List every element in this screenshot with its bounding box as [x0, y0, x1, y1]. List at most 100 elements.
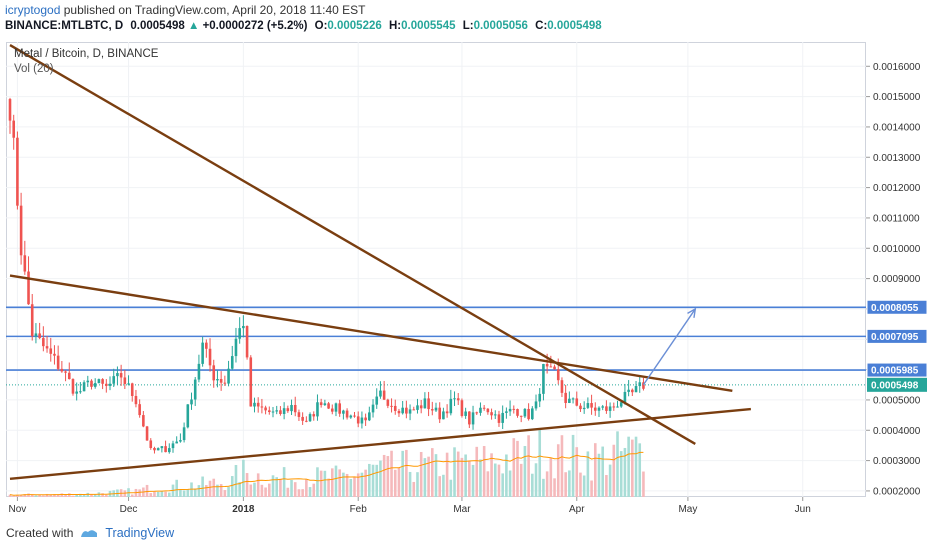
- volume-bar: [342, 472, 345, 497]
- candle-body: [97, 379, 101, 384]
- candle-body: [471, 412, 475, 425]
- trendline-downtrend-upper[interactable]: [9, 274, 733, 393]
- candle-body: [208, 348, 212, 366]
- candle-body: [353, 415, 356, 417]
- candle-body: [82, 382, 86, 392]
- volume-bar: [471, 464, 475, 497]
- candle-body: [497, 414, 501, 423]
- candle-body: [449, 398, 453, 414]
- volume-bar: [27, 493, 30, 497]
- volume-bar: [612, 444, 616, 497]
- volume-bar: [301, 489, 304, 497]
- volume-bar: [90, 494, 93, 497]
- volume-bar: [582, 475, 586, 497]
- volume-bar: [453, 447, 456, 497]
- candle-body: [631, 389, 634, 393]
- candle-body: [445, 411, 449, 414]
- trendline-uptrend-support[interactable]: [9, 407, 751, 480]
- volume-bar: [586, 451, 590, 497]
- volume-bar: [19, 494, 23, 497]
- volume-bar: [501, 473, 504, 497]
- volume-bar: [505, 454, 508, 497]
- candle-body: [534, 401, 538, 409]
- candle-body: [545, 364, 549, 367]
- volume-bar: [275, 477, 279, 497]
- candle-body: [112, 376, 116, 384]
- volume-bar: [323, 470, 327, 497]
- candle-body: [56, 355, 60, 369]
- candle-body: [627, 389, 630, 392]
- volume-bar: [60, 493, 64, 497]
- volume-bar: [479, 459, 482, 497]
- volume-bar: [601, 446, 604, 497]
- volume-indicator-label[interactable]: Vol (20): [14, 63, 54, 75]
- y-tick-label: 0.0003000: [873, 456, 921, 467]
- candle-body: [330, 408, 334, 412]
- candle-body: [642, 382, 645, 389]
- candle-body: [397, 410, 401, 414]
- volume-bar: [412, 481, 416, 497]
- volume-bar: [427, 456, 430, 497]
- volume-bar: [67, 493, 71, 497]
- author-link[interactable]: icryptogod: [5, 3, 61, 17]
- candle-body: [316, 402, 319, 417]
- symbol-label: BINANCE:MTLBTC, D: [5, 20, 124, 32]
- volume-bar: [531, 473, 534, 497]
- price-change: +0.0000272 (+5.2%): [202, 20, 308, 32]
- volume-bar: [397, 467, 401, 497]
- volume-bar: [356, 473, 360, 497]
- volume-bar: [164, 491, 167, 497]
- candle-body: [60, 368, 64, 372]
- candle-body: [219, 379, 223, 383]
- volume-bar: [568, 470, 571, 497]
- y-tick-label: 0.0011000: [873, 213, 920, 224]
- volume-bar: [416, 472, 419, 497]
- volume-bar: [371, 464, 375, 497]
- volume-bar: [605, 475, 608, 497]
- volume-bar: [401, 450, 404, 497]
- candle-body: [93, 383, 97, 387]
- candle-body: [512, 408, 516, 410]
- brand-link[interactable]: TradingView: [105, 526, 175, 540]
- chart-legend: Metal / Bitcoin, D, BINANCE Vol (20): [14, 48, 158, 75]
- candle-body: [234, 338, 238, 357]
- volume-bar: [190, 482, 193, 497]
- candle-body: [260, 406, 264, 408]
- projection-arrow-line[interactable]: [642, 308, 696, 386]
- candle-body: [179, 440, 182, 442]
- candle-body: [145, 426, 149, 441]
- volume-bar: [86, 492, 90, 497]
- candle-body: [619, 402, 623, 407]
- volume-bar: [368, 463, 371, 497]
- volume-bar: [434, 454, 438, 497]
- level-price-label: 0.0005985: [871, 366, 919, 377]
- candle-body: [71, 379, 75, 394]
- open-label: O:: [314, 20, 328, 32]
- candle-body: [142, 415, 145, 427]
- candle-body: [623, 391, 627, 403]
- y-tick-label: 0.0002000: [873, 486, 921, 497]
- y-tick-label: 0.0009000: [873, 274, 921, 285]
- volume-bar: [64, 494, 67, 497]
- candle-body: [531, 408, 534, 420]
- candle-body: [553, 366, 556, 370]
- candle-body: [182, 427, 186, 441]
- trendline-downtrend-steep[interactable]: [9, 43, 696, 445]
- y-tick-label: 0.0016000: [873, 62, 921, 73]
- candle-body: [27, 271, 30, 305]
- x-tick-label: Feb: [350, 504, 368, 515]
- level-price-label: 0.0007095: [871, 332, 919, 343]
- candle-body: [371, 404, 375, 413]
- candle-body: [305, 420, 308, 422]
- low-value: 0.0005056: [473, 20, 528, 32]
- volume-bar: [408, 471, 412, 497]
- volume-bar: [382, 454, 386, 497]
- low-label: L:: [462, 20, 474, 32]
- candle-body: [434, 407, 438, 411]
- candle-body: [412, 409, 416, 411]
- candle-body: [34, 333, 38, 337]
- volume-bar: [53, 494, 56, 497]
- volume-bar: [334, 465, 338, 497]
- footer: Created with TradingView: [6, 526, 174, 540]
